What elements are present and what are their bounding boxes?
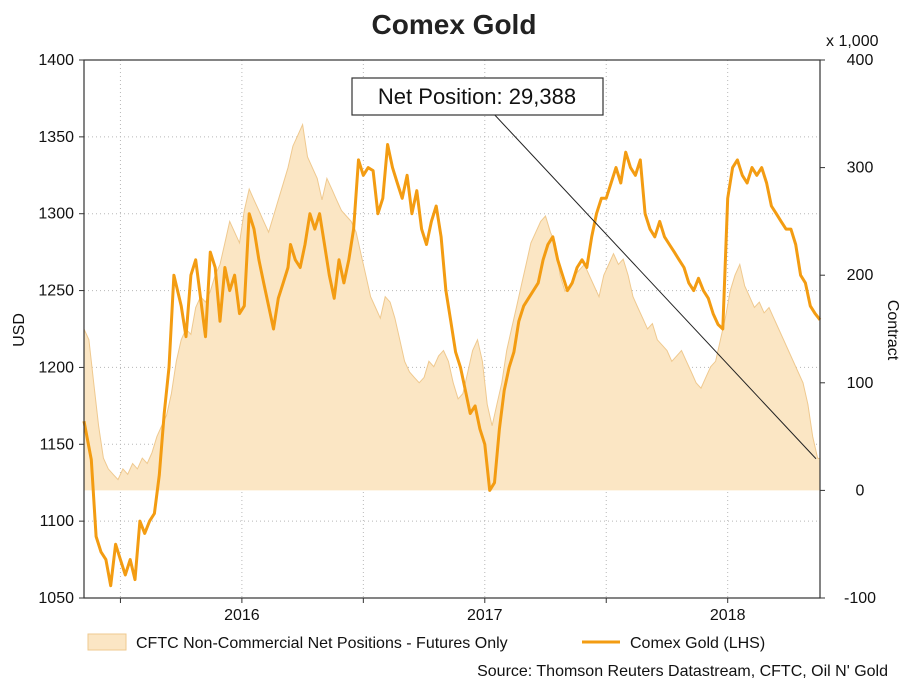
left-tick-label: 1400	[38, 52, 74, 69]
left-tick-label: 1350	[38, 129, 74, 146]
left-tick-label: 1150	[40, 436, 75, 453]
annotation-leader-line	[491, 111, 817, 460]
right-tick-label: 300	[847, 160, 874, 177]
legend-swatch-area	[87, 633, 127, 651]
net-position-area-fill	[84, 124, 820, 491]
left-tick-label: 1050	[38, 590, 74, 607]
left-tick-label: 1300	[38, 206, 74, 223]
x-tick-label: 2016	[224, 607, 260, 624]
gold-price-line	[82, 143, 822, 588]
y-axis-label-left: USD	[11, 313, 28, 347]
legend-item-line: Comex Gold (LHS)	[582, 635, 765, 652]
left-tick-label: 1200	[38, 359, 74, 376]
legend-label-line: Comex Gold (LHS)	[630, 635, 765, 652]
plot-frame	[83, 59, 821, 599]
net-position-annotation: Net Position: 29,388	[351, 77, 817, 460]
x-tick-label: 2017	[467, 607, 503, 624]
right-axis-ticks: -100 0 100 200 300 400	[820, 52, 876, 607]
annotation-text: Net Position: 29,388	[378, 84, 576, 109]
right-tick-label: 0	[856, 482, 865, 499]
right-tick-label: 200	[847, 267, 874, 284]
left-tick-label: 1250	[38, 283, 74, 300]
left-axis-ticks: 1050 1100 1150 1200 1250 1300 1350 1400	[38, 52, 84, 607]
right-tick-label: 400	[847, 52, 874, 69]
y-axis-label-right: Contract	[884, 300, 901, 361]
x-tick-label: 2018	[710, 607, 746, 624]
right-tick-label: -100	[844, 590, 876, 607]
legend-item-area: CFTC Non-Commercial Net Positions - Futu…	[87, 633, 508, 652]
source-note: Source: Thomson Reuters Datastream, CFTC…	[477, 663, 888, 680]
x-axis-ticks: 2016 2017 2018	[119, 598, 746, 624]
legend-label-area: CFTC Non-Commercial Net Positions - Futu…	[136, 635, 508, 652]
chart-title: Comex Gold	[372, 9, 537, 40]
annotation-box	[351, 77, 604, 116]
legend: CFTC Non-Commercial Net Positions - Futu…	[87, 633, 765, 652]
net-position-area	[83, 122, 821, 491]
right-axis-multiplier: x 1,000	[826, 33, 879, 50]
right-tick-label: 100	[847, 375, 874, 392]
left-tick-label: 1100	[40, 513, 75, 530]
gold-line-path	[82, 143, 822, 588]
